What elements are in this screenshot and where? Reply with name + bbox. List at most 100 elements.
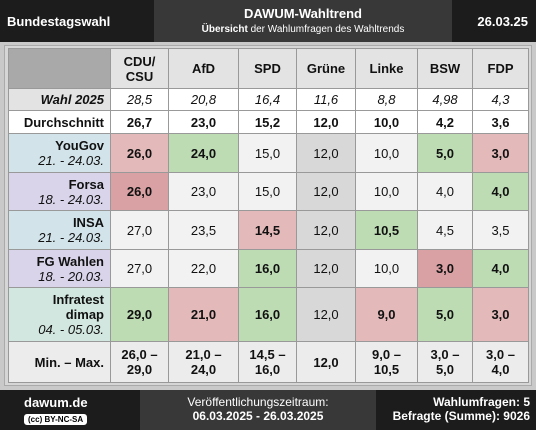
value-cell: 3,0 <box>472 287 529 342</box>
poll-dates: 21. - 24.03. <box>38 230 104 245</box>
value-cell: 8,8 <box>355 88 418 111</box>
value-cell: 10,5 <box>355 210 418 250</box>
text: SPD <box>254 61 281 76</box>
party-header: CDU/CSU <box>110 48 169 89</box>
range-cell: 12,0 <box>296 341 356 383</box>
institute-cell: FG Wahlen 18. - 20.03. <box>8 249 111 288</box>
text-line: INSA <box>72 215 104 230</box>
value-cell: 4,5 <box>417 210 473 250</box>
value-cell: 16,4 <box>238 88 297 111</box>
poll-table: CDU/CSU AfD SPD Grüne Linke BSW FDP Wahl 2025 28… <box>8 48 529 383</box>
party-header: Linke <box>355 48 418 89</box>
header-left: Bundestagswahl <box>0 0 154 42</box>
text-line: CSU <box>125 68 154 84</box>
value-cell: 3,5 <box>472 210 529 250</box>
header-center: DAWUM-Wahltrend Übersicht der Wahlumfrag… <box>154 0 452 42</box>
value-cell: 29,0 <box>110 287 169 342</box>
footer-left: dawum.de (cc) BY-NC-SA <box>0 390 140 430</box>
range-row: Min. – Max. 26,0 –29,0 21,0 –24,0 14,5 –16,… <box>8 341 529 383</box>
value-cell: 4,98 <box>417 88 473 111</box>
value-cell: 23,0 <box>168 110 239 134</box>
poll-dates: 18. - 20.03. <box>38 268 104 284</box>
party-header: BSW <box>417 48 473 89</box>
value-cell: 12,0 <box>296 287 356 342</box>
value-cell: 5,0 <box>417 287 473 342</box>
text-line: 4,0 <box>491 362 510 377</box>
row-label: Min. – Max. <box>8 341 111 383</box>
period-label: Veröffentlichungszeitraum: <box>187 395 329 409</box>
value-cell: 28,5 <box>110 88 169 111</box>
value-cell: 10,0 <box>355 172 418 211</box>
text-line: CDU/ <box>123 53 156 69</box>
text: FDP <box>487 61 514 76</box>
party-header: SPD <box>238 48 297 89</box>
text: BSW <box>429 61 461 76</box>
value-cell: 10,0 <box>355 133 418 173</box>
value-cell: 11,6 <box>296 88 356 111</box>
value-cell: 4,0 <box>472 249 529 288</box>
value-cell: 4,0 <box>417 172 473 211</box>
value-cell: 4,3 <box>472 88 529 111</box>
value-cell: 12,0 <box>296 210 356 250</box>
poll-row: FG Wahlen 18. - 20.03. 27,0 22,0 16,0 12,0 10,… <box>8 249 529 288</box>
subtitle: Übersicht der Wahlumfragen des Wahltrend… <box>154 24 452 35</box>
value-cell: 16,0 <box>238 249 297 288</box>
range-cell: 3,0 –5,0 <box>417 341 473 383</box>
text: AfD <box>191 61 216 76</box>
value-cell: 26,7 <box>110 110 169 134</box>
text-line: 16,0 <box>254 362 281 377</box>
date: 26.03.25 <box>452 0 536 42</box>
poll-row: Forsa 18. - 24.03. 26,0 23,0 15,0 12,0 10,0 4,0… <box>8 172 529 211</box>
value-cell: 24,0 <box>168 133 239 173</box>
respondents-label: Befragte (Summe): <box>392 409 500 423</box>
text-line: 24,0 <box>190 362 217 377</box>
value-cell: 27,0 <box>110 249 169 288</box>
value-cell: 15,2 <box>238 110 297 134</box>
party-header: Grüne <box>296 48 356 89</box>
value-cell: 16,0 <box>238 287 297 342</box>
party-header: FDP <box>472 48 529 89</box>
text-line: 3,0 – <box>486 347 515 362</box>
respondents-line: Befragte (Summe): 9026 <box>376 409 530 423</box>
text-line: 5,0 <box>435 362 455 377</box>
value-cell: 12,0 <box>296 172 356 211</box>
value-cell: 5,0 <box>417 133 473 173</box>
value-cell: 3,0 <box>472 133 529 173</box>
range-cell: 21,0 –24,0 <box>168 341 239 383</box>
polls-label: Wahlumfragen: <box>433 395 520 409</box>
table-area: CDU/CSU AfD SPD Grüne Linke BSW FDP Wahl 2025 28… <box>4 45 532 386</box>
average-row: Durchschnitt 26,7 23,0 15,2 12,0 10,0 4,2 3,6 <box>8 110 529 134</box>
value-cell: 21,0 <box>168 287 239 342</box>
party-header: AfD <box>168 48 239 89</box>
value-cell: 27,0 <box>110 210 169 250</box>
institute-cell: Infratest dimap 04. - 05.03. <box>8 287 111 342</box>
footer: dawum.de (cc) BY-NC-SA Veröffentlichungs… <box>0 390 536 430</box>
text-line: dimap <box>65 307 104 322</box>
value-cell: 22,0 <box>168 249 239 288</box>
poll-dates: 21. - 24.03. <box>38 153 104 168</box>
text-line: YouGov <box>55 138 104 153</box>
text-line: 3,0 – <box>430 347 460 362</box>
footer-center: Veröffentlichungszeitraum: 06.03.2025 - … <box>140 390 376 430</box>
subtitle-rest: der Wahlumfragen des Wahltrends <box>250 24 405 35</box>
poll-row: Infratest dimap 04. - 05.03. 29,0 21,0 16,0 12… <box>8 287 529 342</box>
institute-cell: YouGov 21. - 24.03. <box>8 133 111 173</box>
row-label: Durchschnitt <box>8 110 111 134</box>
value-cell: 3,6 <box>472 110 529 134</box>
value-cell: 4,2 <box>417 110 473 134</box>
site[interactable]: dawum.de <box>24 395 88 410</box>
poll-row: YouGov 21. - 24.03. 26,0 24,0 15,0 12,0 10,0 5,… <box>8 133 529 173</box>
text-line: 14,5 – <box>249 347 286 362</box>
license-badge: (cc) BY-NC-SA <box>24 414 88 425</box>
value-cell: 26,0 <box>110 133 169 173</box>
subtitle-bold: Übersicht <box>201 24 248 35</box>
text-line: Forsa <box>68 176 104 192</box>
election-row: Wahl 2025 28,5 20,8 16,4 11,6 8,8 4,98 4,3 <box>8 88 529 111</box>
poll-row: INSA 21. - 24.03. 27,0 23,5 14,5 12,0 10,5 4,5 3… <box>8 210 529 250</box>
value-cell: 15,0 <box>238 133 297 173</box>
poll-dates: 04. - 05.03. <box>38 322 104 337</box>
text-line: 10,5 <box>373 362 400 377</box>
title: DAWUM-Wahltrend <box>244 6 362 21</box>
value-cell: 12,0 <box>296 249 356 288</box>
